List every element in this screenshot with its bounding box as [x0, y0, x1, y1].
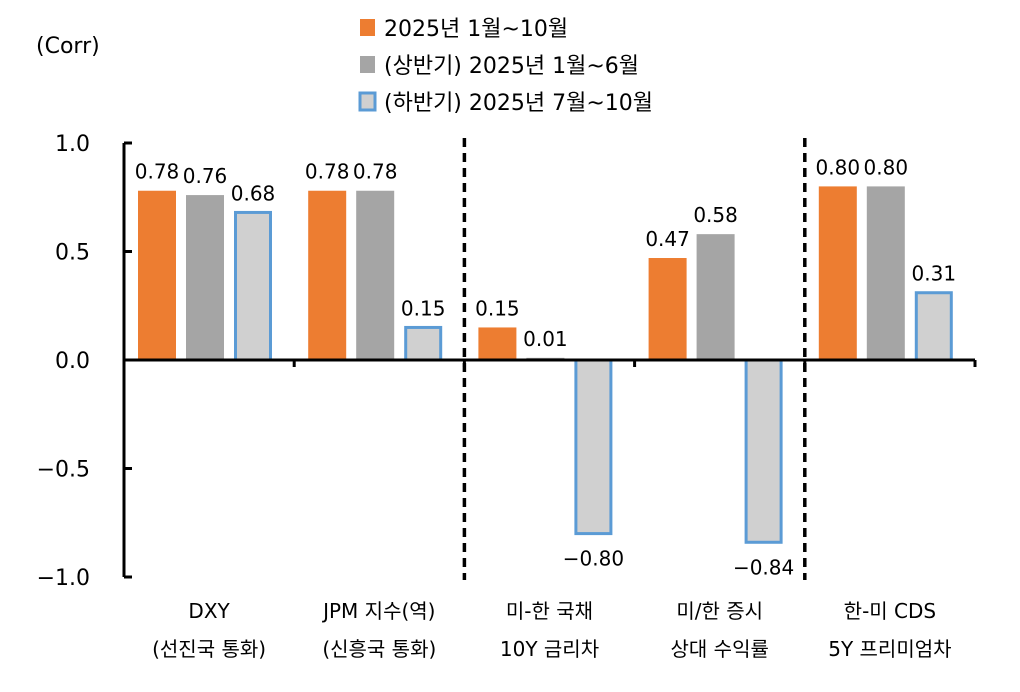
category-sublabel: 상대 수익률 [671, 637, 769, 661]
category-label: DXY [188, 599, 230, 623]
category-sublabel: 10Y 금리차 [500, 637, 599, 661]
data-label: 0.80 [864, 155, 909, 179]
bar [818, 186, 857, 360]
legend-swatch [358, 91, 377, 112]
bar [696, 234, 735, 360]
category-label: 한-미 CDS [844, 599, 936, 623]
bar [404, 325, 443, 362]
bar [138, 190, 176, 360]
data-label: −0.80 [563, 547, 624, 571]
y-tick-label: −1.0 [37, 566, 90, 591]
legend-label: (상반기) 2025년 1월~6월 [384, 54, 639, 79]
bar [234, 210, 272, 362]
bar [574, 358, 613, 536]
bars [138, 186, 953, 544]
data-label: 0.47 [645, 227, 690, 251]
y-tick-label: 1.0 [55, 132, 90, 157]
category-label: JPM 지수(역) [321, 599, 435, 623]
bar [648, 258, 687, 360]
data-label: 0.01 [523, 327, 568, 351]
bar [744, 358, 783, 544]
data-label: 0.78 [353, 160, 398, 184]
category-label: 미/한 증시 [676, 599, 763, 623]
category-sublabel: (선진국 통화) [152, 637, 266, 661]
legend-swatch [360, 19, 375, 36]
category-sublabel: (신흥국 통화) [322, 637, 436, 661]
bar [186, 195, 224, 360]
data-label: 0.68 [231, 181, 276, 205]
category-sublabel: 5Y 프리미엄차 [828, 637, 951, 661]
y-tick-label: 0.5 [55, 241, 90, 266]
bar [356, 190, 395, 360]
y-tick-label: 0.0 [55, 349, 90, 374]
axes [122, 138, 977, 580]
category-label: 미-한 국채 [506, 599, 593, 623]
y-axis-label: (Corr) [36, 34, 100, 59]
legend-swatch [360, 56, 375, 73]
data-label: 0.76 [183, 164, 228, 188]
data-label: 0.78 [135, 160, 180, 184]
data-label: −0.84 [733, 555, 794, 579]
data-label: 0.31 [912, 262, 957, 286]
bar [866, 186, 905, 360]
bar [308, 190, 347, 360]
legend-label: 2025년 1월~10월 [384, 17, 568, 42]
data-label: 0.58 [693, 203, 738, 227]
labels: 0.78 0.780.150.470.800.76 0.780.010.580.80… [37, 132, 956, 661]
legend-label: (하반기) 2025년 7월~10월 [384, 91, 653, 116]
legend: 2025년 1월~10월 (상반기) 2025년 1월~6월 (하반기) 2025년… [358, 17, 653, 116]
data-label: 0.78 [305, 160, 350, 184]
data-label: 0.15 [401, 296, 446, 320]
data-label: 0.80 [816, 155, 861, 179]
data-label: 0.15 [475, 296, 520, 320]
bar [478, 327, 517, 360]
y-tick-label: −0.5 [37, 458, 90, 483]
bar [914, 291, 953, 362]
